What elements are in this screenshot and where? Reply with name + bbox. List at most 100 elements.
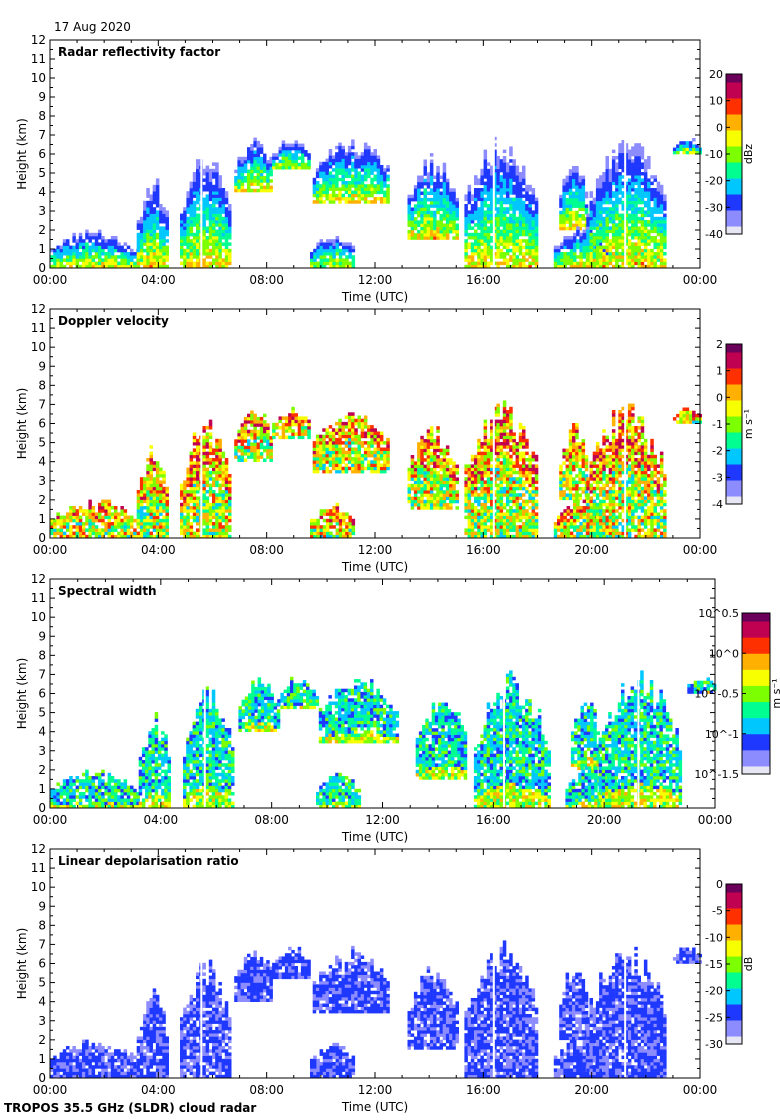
y-tick-label: 8 [38,918,46,932]
colorbar-tick-label: -15 [705,958,723,971]
colorbar: 10^0.5 10^0 10^-0.5 10^-1 10^-1.5 m s⁻¹ [694,607,780,781]
colorbar-tick-label: 10^-1 [705,728,739,741]
x-axis-label: Time (UTC) [341,1100,408,1114]
y-axis-label: Height (km) [15,928,29,999]
colorbar-label: dBz [742,144,755,165]
y-tick-label: 2 [38,763,46,777]
x-tick-label: 00:00 [698,813,733,827]
y-tick-label: 4 [38,995,46,1009]
y-tick-label: 12 [31,302,46,316]
y-tick-label: 10 [31,340,46,354]
colorbar-tick-label: 10^0 [709,647,739,660]
y-axis-label: Height (km) [15,388,29,459]
y-tick-label: 8 [38,109,46,123]
y-tick-label: 7 [38,937,46,951]
colorbar-tick-label: -4 [712,498,723,511]
y-tick-label: 6 [38,147,46,161]
x-tick-label: 00:00 [683,273,718,287]
y-tick-label: 3 [38,1014,46,1028]
y-tick-label: 11 [31,861,46,875]
y-tick-label: 5 [38,436,46,450]
x-tick-label: 08:00 [249,543,284,557]
colorbar-tick-label: -20 [705,985,723,998]
y-tick-label: 1 [38,782,46,796]
y-tick-label: 8 [38,378,46,392]
colorbar-tick-label: -25 [705,1011,723,1024]
colorbar: 2 1 0 -1 -2 -3 -4 m s⁻¹ [712,338,755,511]
y-tick-label: 0 [38,261,46,275]
y-tick-label: 6 [38,417,46,431]
x-tick-label: 12:00 [365,813,400,827]
y-tick-label: 3 [38,474,46,488]
y-tick-label: 12 [31,572,46,586]
colorbar-tick-label: -10 [705,148,723,161]
x-tick-label: 00:00 [33,543,68,557]
y-tick-label: 3 [38,744,46,758]
colorbar-tick-label: -5 [712,905,723,918]
colorbar-label: dB [742,957,755,972]
colorbar-tick-label: 0 [716,878,723,891]
cloud-field [50,310,702,539]
colorbar-tick-label: -1 [712,418,723,431]
y-tick-label: 11 [31,591,46,605]
y-tick-label: 0 [38,531,46,545]
y-tick-label: 10 [31,71,46,85]
y-tick-label: 9 [38,629,46,643]
y-tick-label: 6 [38,687,46,701]
colorbar-tick-label: 0 [716,391,723,404]
colorbar-tick-label: -3 [712,471,723,484]
colorbar-tick-label: 10^-0.5 [694,688,739,701]
y-tick-label: 4 [38,185,46,199]
panel-title: Spectral width [58,584,157,598]
x-tick-label: 16:00 [466,273,501,287]
y-tick-label: 5 [38,166,46,180]
colorbar-tick-label: -10 [705,931,723,944]
x-tick-label: 08:00 [249,273,284,287]
y-tick-label: 9 [38,899,46,913]
x-tick-label: 00:00 [683,543,718,557]
y-tick-label: 4 [38,725,46,739]
y-tick-label: 9 [38,90,46,104]
y-tick-label: 1 [38,1052,46,1066]
y-tick-label: 12 [31,33,46,47]
y-tick-label: 5 [38,706,46,720]
x-axis-label: Time (UTC) [341,830,408,844]
y-tick-label: 0 [38,1071,46,1085]
y-tick-label: 8 [38,648,46,662]
cloud-field [50,41,702,269]
x-tick-label: 16:00 [466,543,501,557]
x-axis-label: Time (UTC) [341,560,408,574]
date-label: 17 Aug 2020 [54,20,131,34]
x-tick-label: 00:00 [683,1083,718,1097]
y-tick-label: 9 [38,359,46,373]
y-tick-label: 10 [31,610,46,624]
colorbar-label: m s⁻¹ [742,409,755,439]
x-tick-label: 00:00 [33,813,68,827]
colorbar: 20 10 0 -10 -20 -30 -40 dBz [705,68,755,241]
colorbar-tick-label: -40 [705,228,723,241]
colorbar-tick-label: 0 [716,121,723,134]
y-tick-label: 12 [31,842,46,856]
y-tick-label: 7 [38,397,46,411]
colorbar-tick-label: -30 [705,201,723,214]
x-tick-label: 12:00 [358,1083,393,1097]
colorbar-tick-label: -2 [712,445,723,458]
x-tick-label: 08:00 [249,1083,284,1097]
cloud-field [50,580,717,809]
colorbar-tick-label: 10 [709,95,723,108]
x-tick-label: 12:00 [358,273,393,287]
y-tick-label: 1 [38,512,46,526]
y-tick-label: 2 [38,1033,46,1047]
x-tick-label: 12:00 [358,543,393,557]
colorbar-tick-label: 1 [716,365,723,378]
colorbar-tick-label: -30 [705,1038,723,1051]
panel-title: Doppler velocity [58,314,169,328]
x-tick-label: 16:00 [466,1083,501,1097]
y-tick-label: 1 [38,242,46,256]
y-tick-label: 5 [38,976,46,990]
x-tick-label: 00:00 [33,273,68,287]
